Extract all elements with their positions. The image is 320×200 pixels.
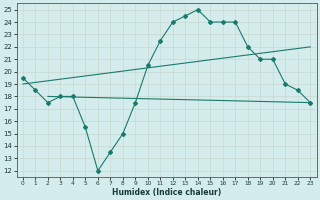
X-axis label: Humidex (Indice chaleur): Humidex (Indice chaleur) xyxy=(112,188,221,197)
